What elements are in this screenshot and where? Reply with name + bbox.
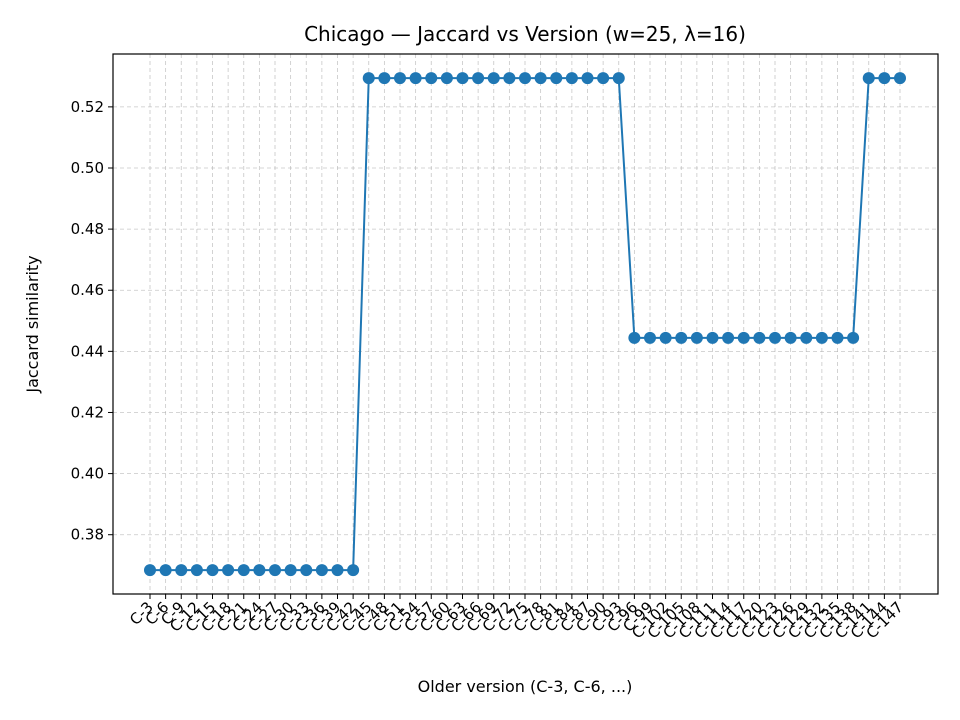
data-point bbox=[362, 72, 375, 85]
data-point bbox=[175, 564, 188, 577]
data-point bbox=[487, 72, 500, 85]
data-point bbox=[144, 564, 156, 577]
data-point bbox=[550, 72, 563, 85]
data-point bbox=[300, 564, 313, 577]
data-point bbox=[284, 564, 297, 577]
data-point bbox=[675, 331, 688, 344]
ticks: C-3C-6C-9C-12C-15C-18C-21C-24C-27C-30C-3… bbox=[71, 98, 907, 642]
data-point bbox=[862, 72, 875, 85]
y-axis-label: Jaccard similarity bbox=[23, 255, 42, 393]
y-tick-label: 0.38 bbox=[71, 526, 104, 544]
data-point bbox=[519, 72, 531, 85]
data-point bbox=[331, 564, 344, 577]
data-point bbox=[581, 72, 594, 85]
y-tick-label: 0.52 bbox=[71, 98, 104, 116]
data-point bbox=[878, 72, 891, 85]
data-point bbox=[784, 331, 797, 344]
series bbox=[144, 72, 906, 577]
data-point bbox=[690, 331, 703, 344]
y-tick-label: 0.48 bbox=[71, 220, 104, 238]
y-tick-label: 0.50 bbox=[71, 159, 104, 177]
data-point bbox=[612, 72, 625, 85]
plot-frame bbox=[112, 53, 939, 595]
data-point bbox=[253, 564, 266, 577]
data-point bbox=[159, 564, 172, 577]
data-point bbox=[456, 72, 469, 85]
y-tick-label: 0.42 bbox=[71, 403, 104, 421]
data-point bbox=[737, 331, 750, 344]
data-point bbox=[769, 331, 781, 344]
data-point bbox=[800, 331, 813, 344]
data-point bbox=[597, 72, 610, 85]
data-point bbox=[534, 72, 547, 85]
data-point bbox=[565, 72, 578, 85]
data-point bbox=[894, 72, 906, 85]
y-tick-label: 0.46 bbox=[71, 281, 104, 299]
data-point bbox=[628, 331, 641, 344]
grid bbox=[113, 54, 938, 594]
data-point bbox=[472, 72, 485, 85]
data-point bbox=[831, 331, 844, 344]
y-tick-label: 0.44 bbox=[71, 342, 104, 360]
chart-title: Chicago — Jaccard vs Version (w=25, λ=16… bbox=[304, 22, 746, 46]
data-point bbox=[269, 564, 281, 577]
y-tick-label: 0.40 bbox=[71, 465, 104, 483]
data-point bbox=[315, 564, 328, 577]
data-point bbox=[659, 331, 672, 344]
data-point bbox=[706, 331, 719, 344]
data-point bbox=[409, 72, 422, 85]
data-point bbox=[425, 72, 438, 85]
data-point bbox=[206, 564, 219, 577]
data-point bbox=[394, 72, 406, 85]
data-point bbox=[847, 331, 860, 344]
data-point bbox=[644, 331, 656, 344]
data-point bbox=[222, 564, 235, 577]
data-point bbox=[347, 564, 360, 577]
data-point bbox=[378, 72, 391, 85]
data-point bbox=[722, 331, 735, 344]
data-point bbox=[753, 331, 766, 344]
data-point bbox=[440, 72, 453, 85]
data-point bbox=[237, 564, 250, 577]
data-point bbox=[190, 564, 203, 577]
data-point bbox=[503, 72, 516, 85]
x-axis-label: Older version (C-3, C-6, ...) bbox=[418, 677, 633, 696]
data-point bbox=[815, 331, 828, 344]
